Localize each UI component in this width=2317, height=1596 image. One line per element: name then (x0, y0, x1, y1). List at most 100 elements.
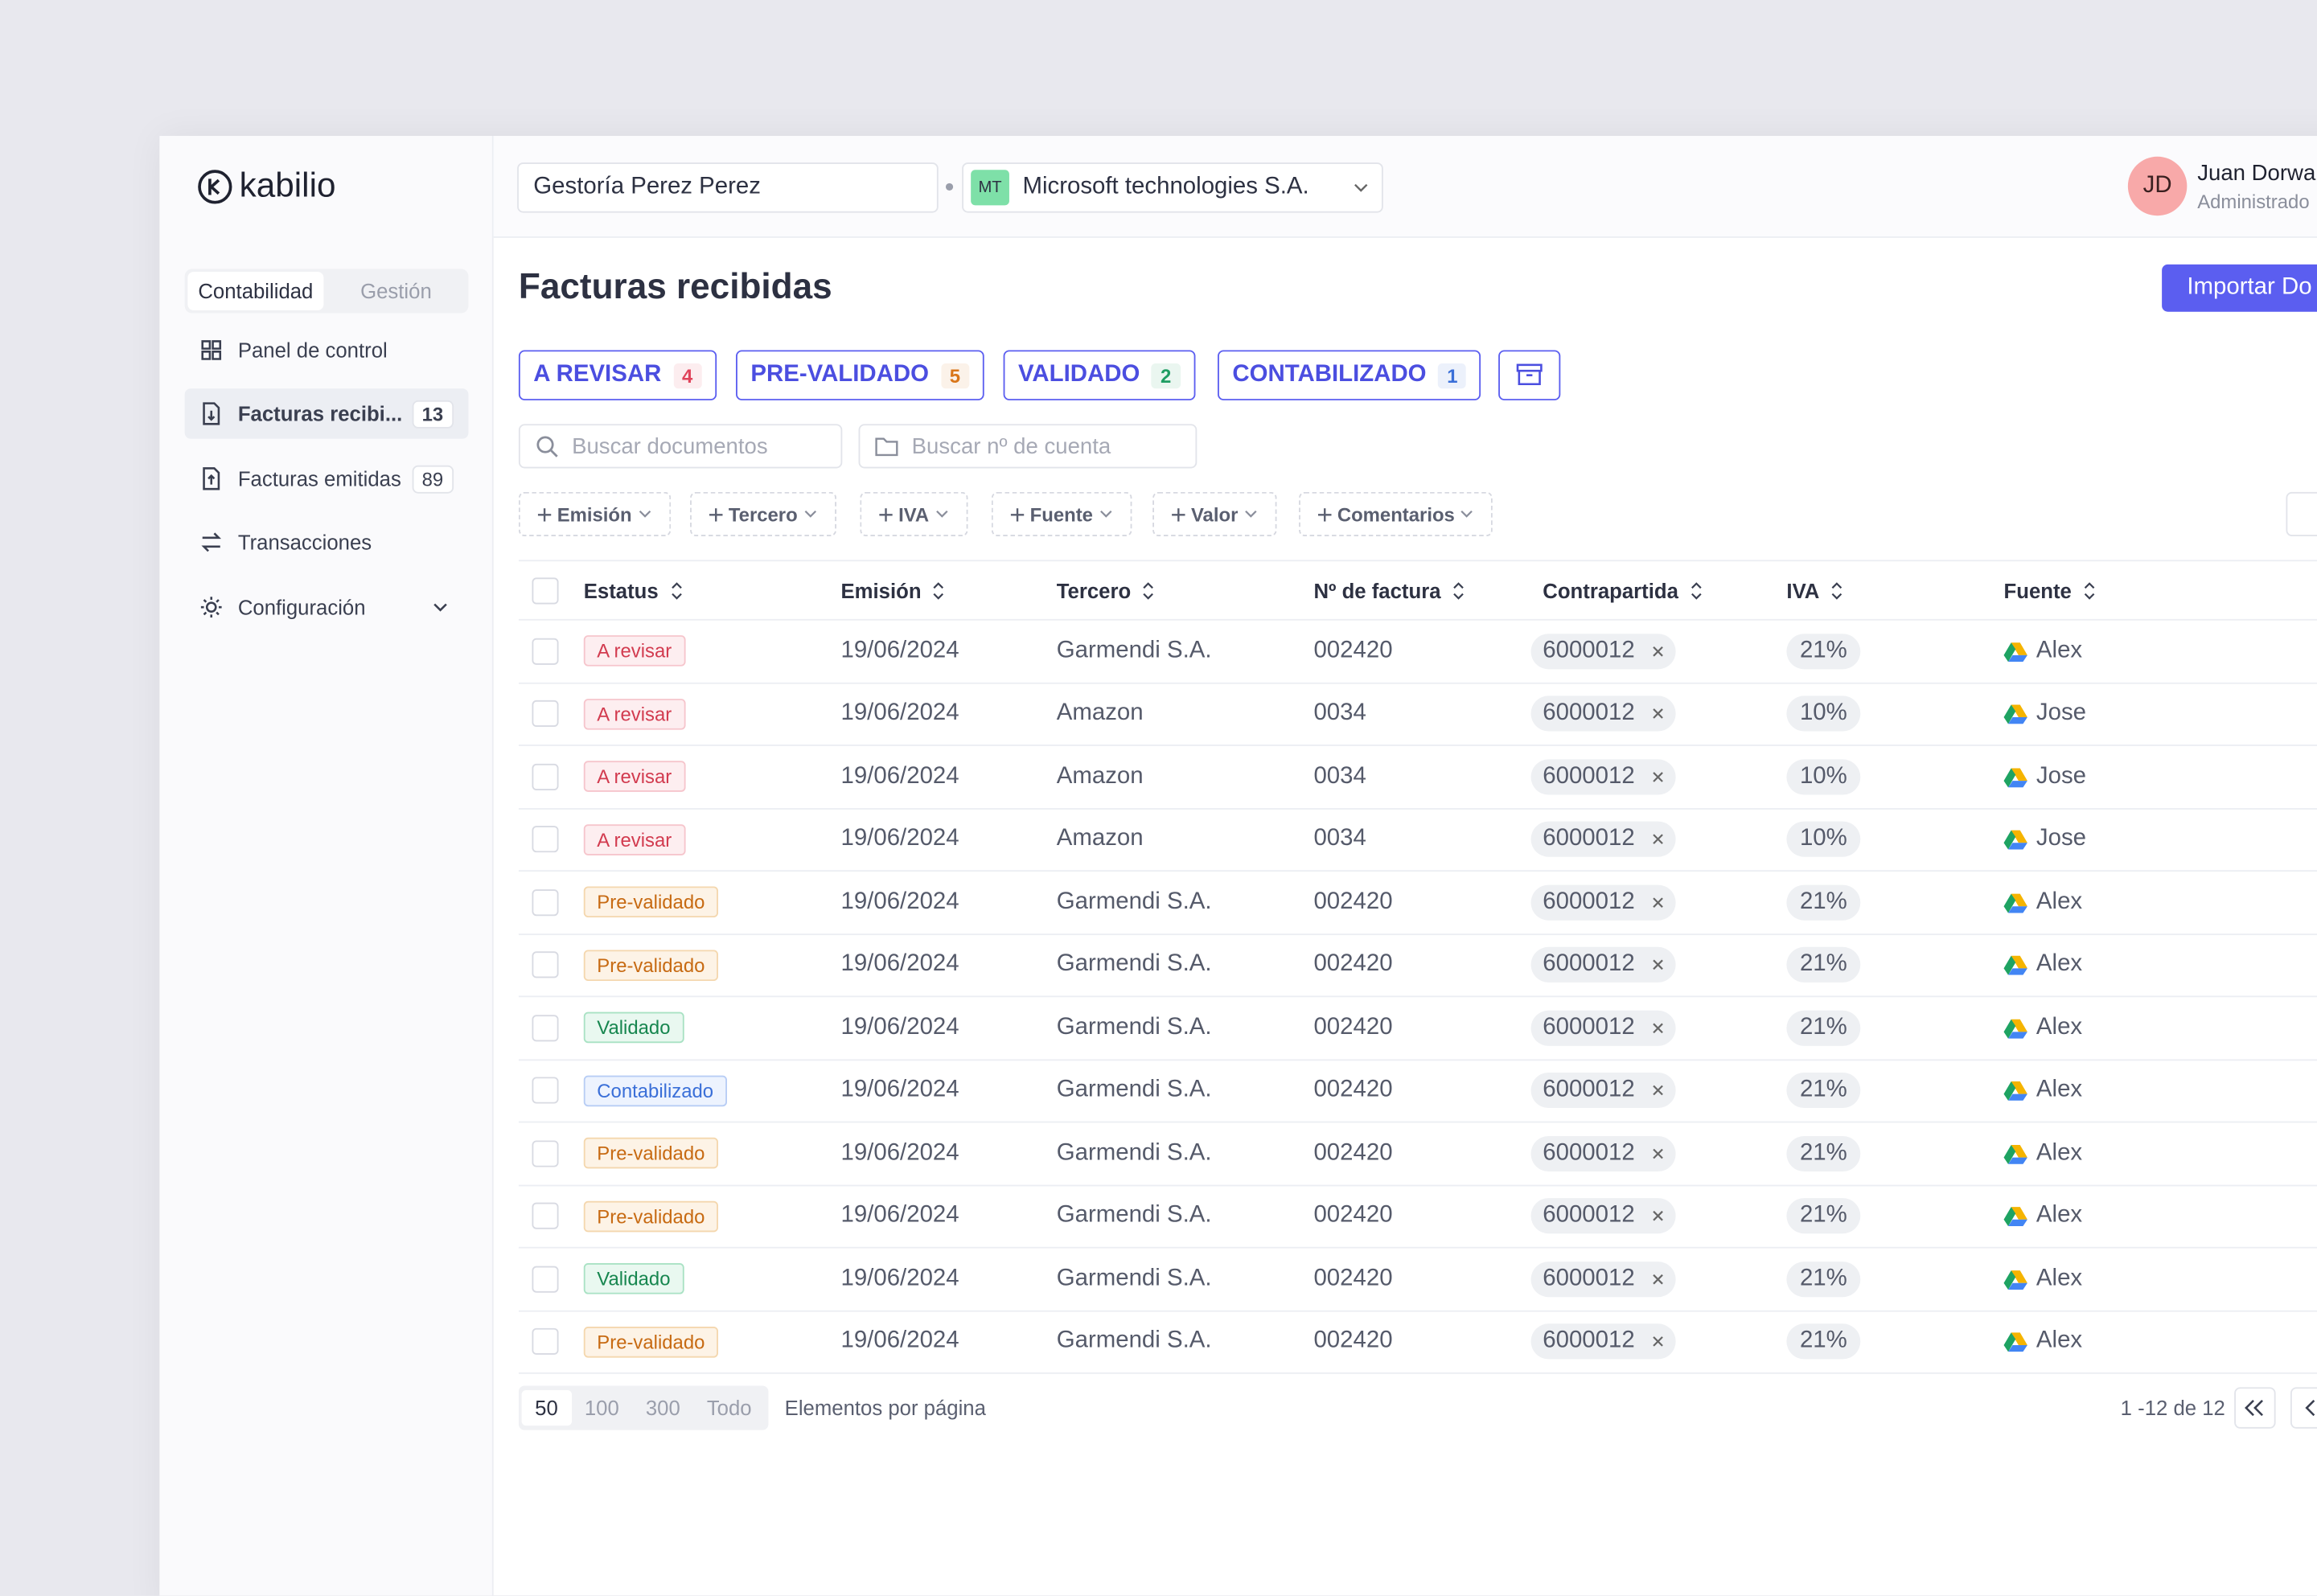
table-row[interactable]: Contabilizado 19/06/2024 Garmendi S.A. 0024… (518, 1060, 2317, 1123)
checkbox[interactable] (532, 1014, 559, 1041)
column-header[interactable]: Estatus (584, 578, 682, 602)
source-name: Alex (2036, 1328, 2083, 1354)
checkbox[interactable] (532, 826, 559, 853)
table-row[interactable]: Pre-validado 19/06/2024 Garmendi S.A. 00242… (518, 1311, 2317, 1374)
column-header[interactable]: Contrapartida (1543, 578, 1702, 602)
page-size-option[interactable]: 50 (521, 1389, 572, 1426)
search-account[interactable]: Buscar nº de cuenta (858, 424, 1198, 469)
import-button[interactable]: Importar Do (2162, 264, 2317, 312)
cell: Garmendi S.A. (1056, 1266, 1212, 1291)
prev-page[interactable] (2290, 1387, 2317, 1429)
user-avatar[interactable]: JD (2127, 156, 2188, 216)
checkbox[interactable] (532, 888, 559, 916)
page-size-option[interactable]: Todo (706, 1396, 752, 1420)
table-row[interactable]: A revisar 19/06/2024 Garmendi S.A. 002420 60… (518, 621, 2317, 683)
nav-item[interactable]: Configuración (185, 582, 469, 632)
filter[interactable]: Tercero (690, 491, 836, 536)
table-row[interactable]: Pre-validado 19/06/2024 Garmendi S.A. 00242… (518, 1186, 2317, 1249)
filter[interactable]: Comentarios (1299, 491, 1493, 536)
column-header[interactable]: Fuente (2004, 578, 2096, 602)
checkbox[interactable] (532, 576, 559, 604)
table-row[interactable]: A revisar 19/06/2024 Amazon 0034 6000012 10% J… (518, 746, 2317, 809)
page-range: 1 -12 de 12 (2120, 1396, 2225, 1420)
remove-icon[interactable] (1653, 896, 1665, 909)
status-tab[interactable]: PRE-VALIDADO 5 (736, 350, 984, 400)
remove-icon[interactable] (1653, 1147, 1665, 1159)
checkbox[interactable] (532, 1266, 559, 1293)
checkbox[interactable] (532, 1077, 559, 1104)
nav-icon (201, 340, 222, 360)
drive-icon (2003, 1081, 2027, 1102)
column-header[interactable]: IVA (1786, 578, 1843, 602)
search-docs[interactable]: Buscar documentos (518, 424, 843, 469)
tab[interactable]: Gestión (360, 279, 432, 303)
remove-icon[interactable] (1653, 834, 1665, 846)
status-tab[interactable]: VALIDADO 2 (1003, 350, 1195, 400)
remove-icon[interactable] (1653, 771, 1665, 783)
settings-button[interactable] (2286, 491, 2317, 536)
vat-chip: 10% (1786, 695, 1861, 732)
checkbox[interactable] (532, 951, 559, 979)
remove-icon[interactable] (1653, 1022, 1665, 1034)
checkbox[interactable] (532, 700, 559, 728)
filter[interactable]: Valor (1152, 491, 1277, 536)
remove-icon[interactable] (1653, 645, 1665, 657)
nav-label: Facturas recibi... (237, 401, 403, 426)
account: 6000012 (1543, 1328, 1635, 1354)
checkbox[interactable] (532, 1328, 559, 1356)
table-row[interactable]: Validado 19/06/2024 Garmendi S.A. 002420 600… (518, 997, 2317, 1061)
cell: Amazon (1056, 763, 1144, 789)
table-row[interactable]: A revisar 19/06/2024 Amazon 0034 6000012 10% J… (518, 809, 2317, 872)
client-select[interactable]: MT Microsoft technologies S.A. (962, 162, 1383, 213)
status-tab[interactable]: CONTABILIZADO 1 (1218, 350, 1481, 400)
checkbox[interactable] (532, 1203, 559, 1230)
filter[interactable]: IVA (860, 491, 967, 536)
sort-icon (1832, 581, 1843, 599)
nav-item[interactable]: Panel de control (185, 325, 469, 375)
table-row[interactable]: Pre-validado 19/06/2024 Garmendi S.A. 00242… (518, 934, 2317, 998)
checkbox[interactable] (532, 638, 559, 665)
column-header[interactable]: Tercero (1056, 578, 1155, 602)
table-row[interactable]: Validado 19/06/2024 Garmendi S.A. 002420 600… (518, 1249, 2317, 1311)
remove-icon[interactable] (1653, 959, 1665, 971)
company-select[interactable]: Gestoría Perez Perez (517, 162, 939, 213)
nav-label: Configuración (237, 595, 366, 619)
column-header[interactable]: Nº de factura (1313, 578, 1464, 602)
cell: 19/06/2024 (840, 1014, 959, 1040)
status-tab[interactable]: A REVISAR 4 (518, 350, 717, 400)
checkbox[interactable] (532, 763, 559, 790)
remove-icon[interactable] (1653, 1273, 1665, 1285)
column-label: Tercero (1056, 578, 1132, 602)
nav-item[interactable]: Facturas emitidas 89 (185, 453, 469, 503)
table-row[interactable]: Pre-validado 19/06/2024 Garmendi S.A. 00242… (518, 872, 2317, 935)
nav-icon (201, 532, 222, 552)
table-row[interactable]: Pre-validado 19/06/2024 Garmendi S.A. 00242… (518, 1122, 2317, 1186)
tab-count: 5 (940, 363, 970, 388)
status-badge: Pre-validado (583, 886, 718, 918)
remove-icon[interactable] (1653, 1210, 1665, 1222)
checkbox[interactable] (532, 1140, 559, 1167)
filter[interactable]: Fuente (991, 491, 1132, 536)
remove-icon[interactable] (1653, 708, 1665, 720)
cell: 19/06/2024 (840, 826, 959, 851)
remove-icon[interactable] (1653, 1085, 1665, 1097)
remove-icon[interactable] (1653, 1335, 1665, 1348)
tab-active[interactable]: Contabilidad (187, 272, 324, 310)
tab-label: PRE-VALIDADO (750, 362, 929, 388)
status-badge: Pre-validado (583, 1200, 718, 1232)
table-header: Estatus Emisión Tercero Nº de factura Contra… (518, 561, 2317, 621)
drive-icon (2003, 1144, 2027, 1164)
column-header[interactable]: Emisión (840, 578, 944, 602)
source: Alex (2003, 951, 2083, 979)
table-row[interactable]: A revisar 19/06/2024 Amazon 0034 6000012 10% J… (518, 683, 2317, 746)
filter[interactable]: Emisión (518, 491, 671, 536)
chevron (804, 510, 816, 518)
first-page[interactable] (2234, 1387, 2276, 1429)
nav-item[interactable]: Facturas recibi... 13 (184, 388, 469, 439)
archive-button[interactable] (1498, 350, 1561, 400)
page-size-option[interactable]: 300 (645, 1396, 680, 1420)
page-size-option[interactable]: 100 (584, 1396, 619, 1420)
source-name: Alex (2036, 951, 2083, 977)
nav-item[interactable]: Transacciones (185, 517, 469, 567)
nav-icon (200, 597, 222, 618)
